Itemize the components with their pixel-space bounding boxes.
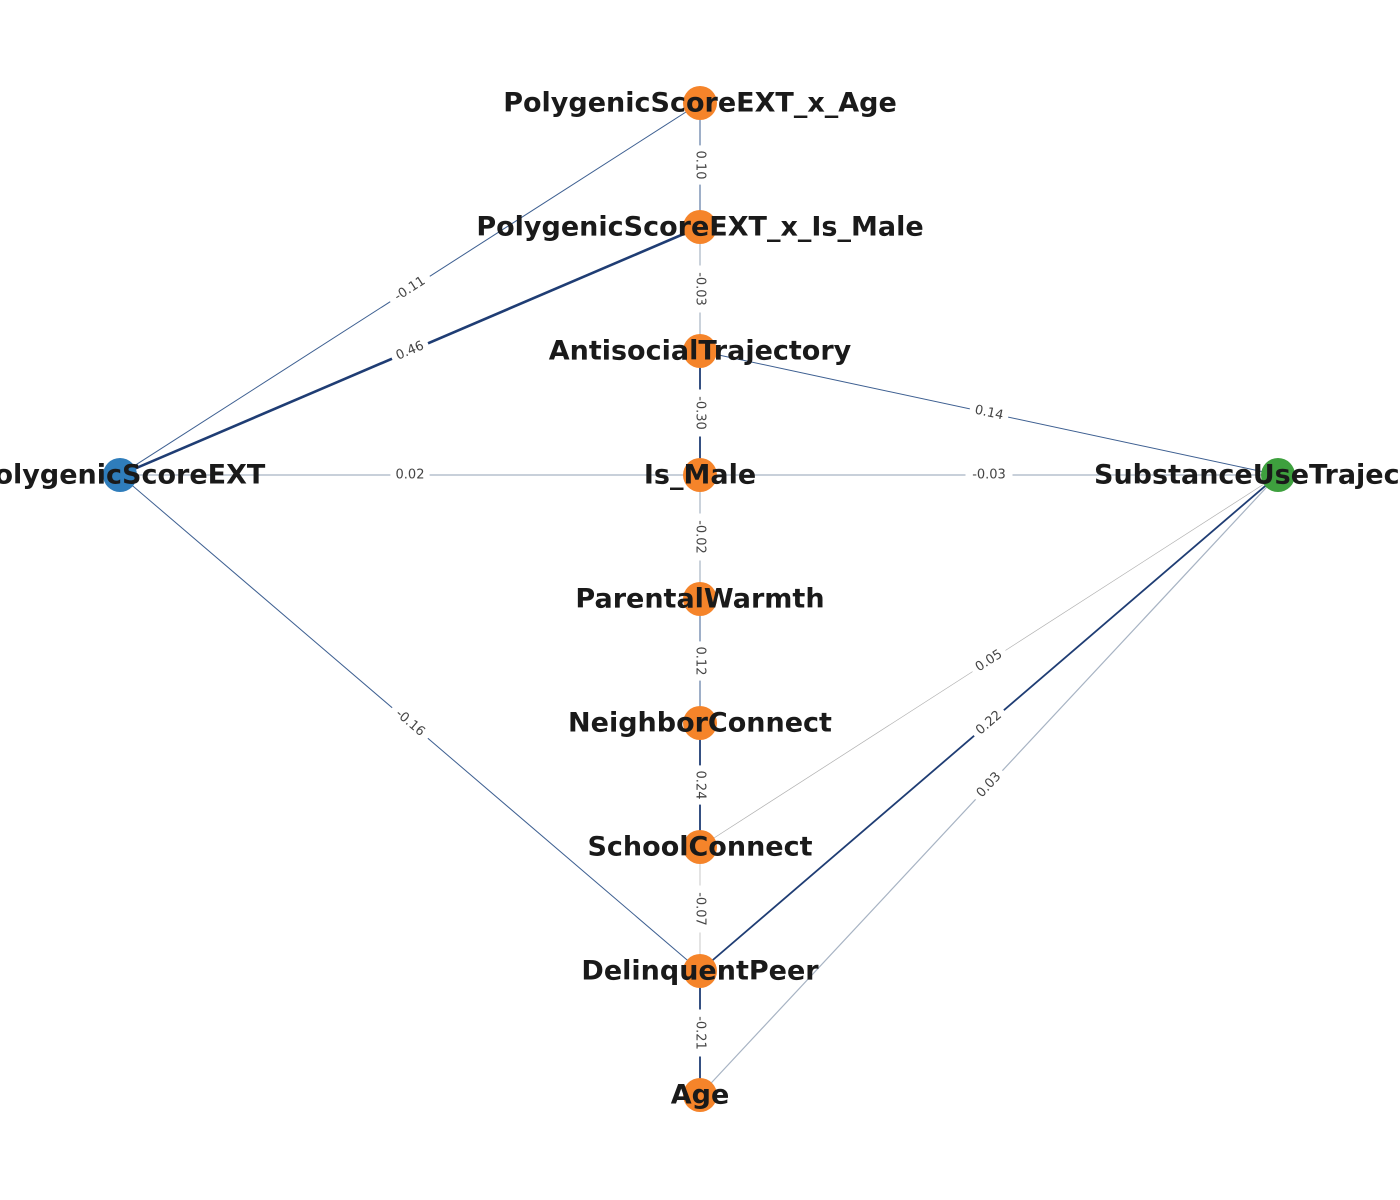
- edge-weight-label: 0.05: [967, 642, 1011, 680]
- node-label-age: Age: [671, 1080, 730, 1111]
- node-label-warmth: ParentalWarmth: [575, 584, 824, 615]
- edge-weight-value: 0.24: [693, 771, 708, 800]
- edge-weight-label: 0.24: [691, 765, 709, 805]
- edge-weight-label: 0.02: [390, 466, 430, 484]
- edge-weight-value: -0.11: [392, 274, 428, 305]
- edge-weight-label: -0.21: [691, 1009, 709, 1057]
- edge-weight-label-background: [691, 1009, 709, 1057]
- edge-weight-label-background: [968, 703, 1010, 743]
- edge-weight-label: 0.46: [388, 335, 432, 367]
- edge-weight-label-background: [691, 765, 709, 805]
- edge-weight-value: 0.10: [693, 151, 708, 180]
- edge-weight-label: 0.14: [967, 400, 1011, 426]
- edge-weight-label: -0.16: [386, 700, 434, 746]
- node-label-pgs: PolygenicScoreEXT: [0, 460, 266, 491]
- edge-weight-value: -0.21: [693, 1016, 708, 1050]
- edge-weight-label-background: [965, 466, 1013, 484]
- node-is_male: [683, 458, 717, 492]
- edge-weight-label: 0.12: [691, 641, 709, 681]
- node-label-substance: SubstanceUseTrajectory: [1094, 460, 1400, 491]
- edge-weight-label-background: [691, 513, 709, 561]
- node-school: [683, 830, 717, 864]
- edge-weight-label-background: [967, 642, 1011, 680]
- node-substance: [1261, 458, 1295, 492]
- edge-weight-label-background: [691, 145, 709, 185]
- edge-weight-label-background: [969, 764, 1009, 806]
- edge-weight-label: -0.02: [691, 513, 709, 561]
- node-pgs_male: [683, 210, 717, 244]
- node-labels-layer: PolygenicScoreEXT PolygenicScoreEXT_x_Age…: [0, 88, 1400, 1111]
- edge-weight-label-background: [691, 885, 709, 933]
- edge-weight-label-background: [691, 641, 709, 681]
- node-label-is_male: Is_Male: [644, 460, 756, 491]
- edge-weight-value: 0.14: [973, 403, 1004, 424]
- edge-weight-label: -0.07: [691, 885, 709, 933]
- edge-weight-value: -0.02: [693, 520, 708, 554]
- node-neighbor: [683, 706, 717, 740]
- node-age: [683, 1078, 717, 1112]
- edge-weight-value: -0.03: [972, 468, 1006, 483]
- node-label-pgs_male: PolygenicScoreEXT_x_Is_Male: [476, 212, 923, 243]
- node-pgs_age: [683, 86, 717, 120]
- edge-weight-label-background: [385, 268, 435, 310]
- node-warmth: [683, 582, 717, 616]
- node-antisocial: [683, 334, 717, 368]
- edge-weight-value: -0.03: [693, 272, 708, 306]
- edge-weight-label: 0.22: [968, 703, 1010, 743]
- edge-weight-value: -0.30: [693, 396, 708, 430]
- node-label-pgs_age: PolygenicScoreEXT_x_Age: [503, 88, 897, 119]
- edge-weight-label: 0.10: [691, 145, 709, 185]
- node-label-school: SchoolConnect: [587, 832, 812, 863]
- node-label-delinquent: DelinquentPeer: [581, 956, 819, 987]
- node-pgs: [103, 458, 137, 492]
- nodes-layer: [103, 86, 1295, 1112]
- node-label-antisocial: AntisocialTrajectory: [549, 336, 852, 367]
- edge-weight-value: 0.12: [693, 647, 708, 676]
- edge-weight-label: -0.03: [965, 466, 1013, 484]
- edge-weight-label: -0.11: [385, 268, 435, 310]
- edge-weight-label-background: [691, 389, 709, 437]
- edge-weight-label: -0.03: [691, 265, 709, 313]
- edge-weight-label-background: [967, 400, 1011, 426]
- node-delinquent: [683, 954, 717, 988]
- edge-weight-value: -0.07: [693, 892, 708, 926]
- edge-weight-label-background: [390, 466, 430, 484]
- edge-weight-label-background: [386, 700, 434, 746]
- edge-weight-label-background: [691, 265, 709, 313]
- node-label-neighbor: NeighborConnect: [568, 708, 832, 739]
- edge-weight-value: 0.02: [396, 468, 425, 483]
- edge-weight-label-background: [388, 335, 432, 367]
- edge-weight-label: -0.30: [691, 389, 709, 437]
